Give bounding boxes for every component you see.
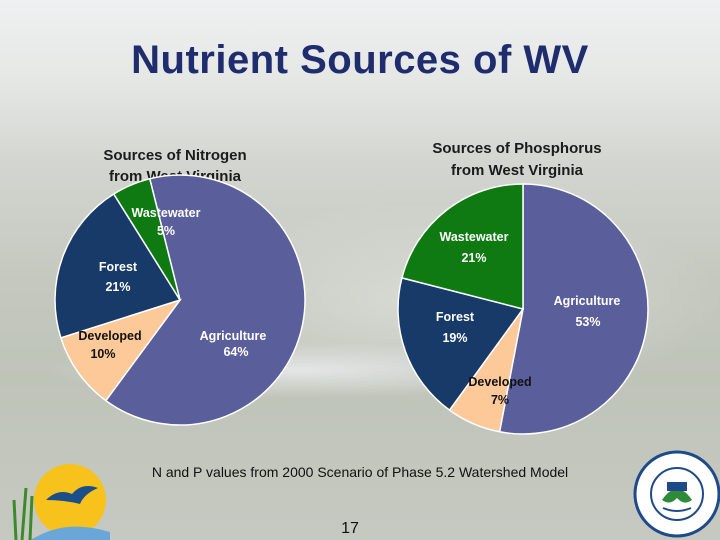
pie-slice-agriculture [104, 174, 306, 426]
nitrogen-chart-title-line1: Sources of Nitrogen [103, 147, 246, 164]
slice-label-developed: Developed [78, 329, 141, 343]
slice-label-developed: Developed [468, 375, 531, 389]
watershed-logo [12, 464, 110, 540]
slice-label-forest: Forest [99, 260, 138, 274]
pie-slice-agriculture [498, 183, 649, 435]
pie-slice-developed [59, 298, 182, 402]
slice-value-developed: 7% [491, 393, 509, 407]
slice-label-agriculture: Agriculture [554, 294, 621, 308]
slice-value-wastewater: 5% [157, 224, 175, 238]
slice-label-wastewater: Wastewater [439, 230, 508, 244]
pie-slice-wastewater [401, 183, 524, 310]
phosphorus-chart-title-line2: from West Virginia [451, 162, 584, 179]
page-number: 17 [341, 520, 359, 537]
slice-label-forest: Forest [436, 310, 475, 324]
slice-value-developed: 10% [90, 347, 115, 361]
pie-slice-forest [397, 277, 525, 412]
slice-value-forest: 21% [105, 280, 130, 294]
slice-value-agriculture: 64% [223, 345, 248, 359]
epa-seal [633, 450, 720, 538]
pie-slice-forest [54, 192, 182, 339]
nitrogen-pie: Agriculture 64% Developed 10% Forest 21% Waste… [54, 174, 306, 426]
slice-label-wastewater: Wastewater [131, 206, 200, 220]
slide-title: Nutrient Sources of WV [131, 38, 589, 82]
pie-slice-wastewater [112, 177, 181, 301]
slice-value-forest: 19% [442, 331, 467, 345]
slice-label-agriculture: Agriculture [200, 329, 267, 343]
slice-value-wastewater: 21% [461, 251, 486, 265]
footnote: N and P values from 2000 Scenario of Pha… [151, 464, 569, 480]
phosphorus-chart-title-line1: Sources of Phosphorus [432, 140, 601, 157]
phosphorus-pie: Agriculture 53% Developed 7% Forest 19% Wastew… [397, 183, 649, 435]
slice-value-agriculture: 53% [575, 315, 600, 329]
